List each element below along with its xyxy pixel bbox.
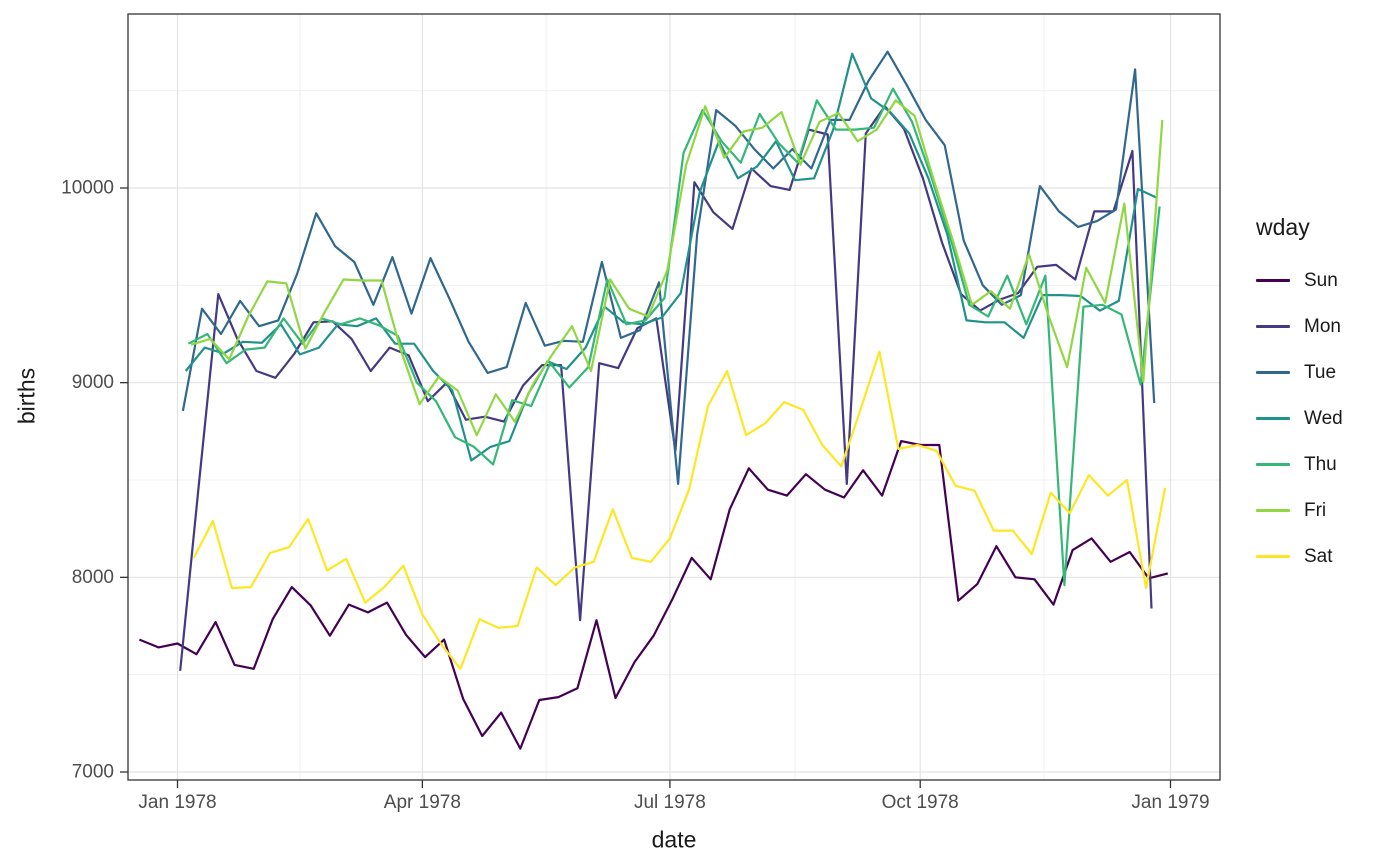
legend-key-line-Wed xyxy=(1256,416,1290,420)
y-tick-label: 10000 xyxy=(61,178,114,199)
legend-entry-Sun: Sun xyxy=(1256,257,1343,303)
legend-key-line-Sun xyxy=(1256,278,1290,282)
legend-entries: Sun Mon Tue Wed Thu Fri Sat xyxy=(1256,257,1343,579)
legend-label-Mon: Mon xyxy=(1304,315,1341,337)
line-Mon xyxy=(179,105,1153,671)
y-axis-title: births xyxy=(13,367,40,425)
legend-key-line-Fri xyxy=(1256,508,1290,512)
legend-label-Tue: Tue xyxy=(1304,361,1337,383)
y-tick-label: 8000 xyxy=(72,567,114,588)
line-Tue xyxy=(181,50,1156,485)
legend-entry-Fri: Fri xyxy=(1256,487,1343,533)
plot-panel xyxy=(128,14,1220,780)
legend-label-Sun: Sun xyxy=(1304,269,1338,291)
x-tick-label: Apr 1978 xyxy=(384,792,461,813)
x-tick-label: Jan 1979 xyxy=(1131,792,1209,813)
legend-entry-Mon: Mon xyxy=(1256,303,1343,349)
line-Wed xyxy=(184,52,1158,462)
line-Sun xyxy=(138,440,1169,750)
x-axis-title: date xyxy=(651,826,697,853)
legend-label-Thu: Thu xyxy=(1304,453,1337,475)
line-Fri xyxy=(190,99,1164,437)
legend-entry-Thu: Thu xyxy=(1256,441,1343,487)
legend-label-Fri: Fri xyxy=(1304,499,1327,521)
y-tick-label: 7000 xyxy=(72,762,114,783)
line-Sat xyxy=(192,350,1167,670)
legend-entry-Sat: Sat xyxy=(1256,533,1343,579)
y-tick-label: 9000 xyxy=(72,372,114,393)
legend-entry-Tue: Tue xyxy=(1256,349,1343,395)
x-tick-label: Jul 1978 xyxy=(634,792,706,813)
legend-label-Sat: Sat xyxy=(1304,545,1333,567)
legend-title: wday xyxy=(1256,214,1310,240)
legend: wday Sun Mon Tue Wed Thu Fri Sat xyxy=(1256,214,1343,579)
x-tick-label: Jan 1978 xyxy=(138,792,216,813)
legend-key-line-Thu xyxy=(1256,462,1290,466)
legend-entry-Wed: Wed xyxy=(1256,395,1343,441)
legend-key-line-Mon xyxy=(1256,324,1290,328)
x-tick-label: Oct 1978 xyxy=(882,792,959,813)
legend-label-Wed: Wed xyxy=(1304,407,1343,429)
legend-key-line-Sat xyxy=(1256,554,1290,558)
panel-border xyxy=(127,13,1221,781)
legend-key-line-Tue xyxy=(1256,370,1290,374)
